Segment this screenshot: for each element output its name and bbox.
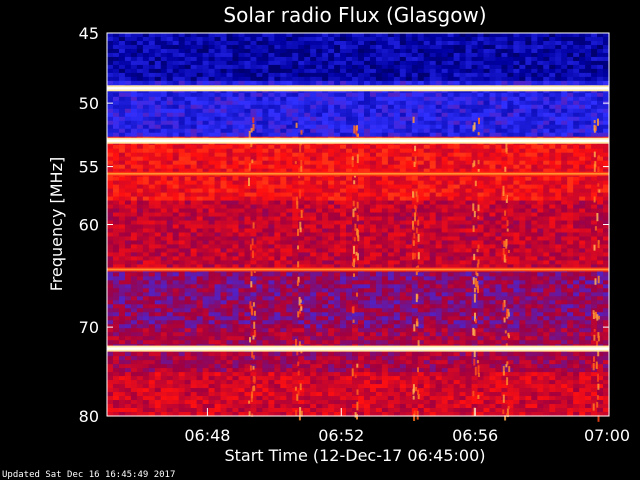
spectrogram-cells: [107, 33, 610, 417]
x-axis-label: Start Time (12-Dec-17 06:45:00): [224, 446, 485, 465]
spectrogram-plot-area: [107, 33, 610, 422]
burst-streaks: [248, 116, 601, 422]
x-axis: 06:48 06:52 06:56 07:00: [184, 408, 630, 445]
updated-timestamp: Updated Sat Dec 16 16:45:49 2017: [2, 470, 175, 480]
chart-title: Solar radio Flux (Glasgow): [223, 3, 486, 27]
y-tick-label: 60: [79, 216, 99, 235]
y-tick-label: 80: [79, 407, 99, 426]
y-axis: 45 50 55 60 70 80: [79, 24, 609, 426]
y-axis-label: Frequency [MHz]: [47, 157, 66, 291]
x-tick-label: 07:00: [584, 426, 630, 445]
x-tick-label: 06:56: [452, 426, 498, 445]
y-tick-label: 50: [79, 94, 99, 113]
y-tick-label: 45: [79, 24, 99, 43]
y-tick-label: 70: [79, 318, 99, 337]
y-tick-label: 55: [79, 158, 99, 177]
x-tick-label: 06:48: [184, 426, 230, 445]
x-tick-label: 06:52: [318, 426, 364, 445]
